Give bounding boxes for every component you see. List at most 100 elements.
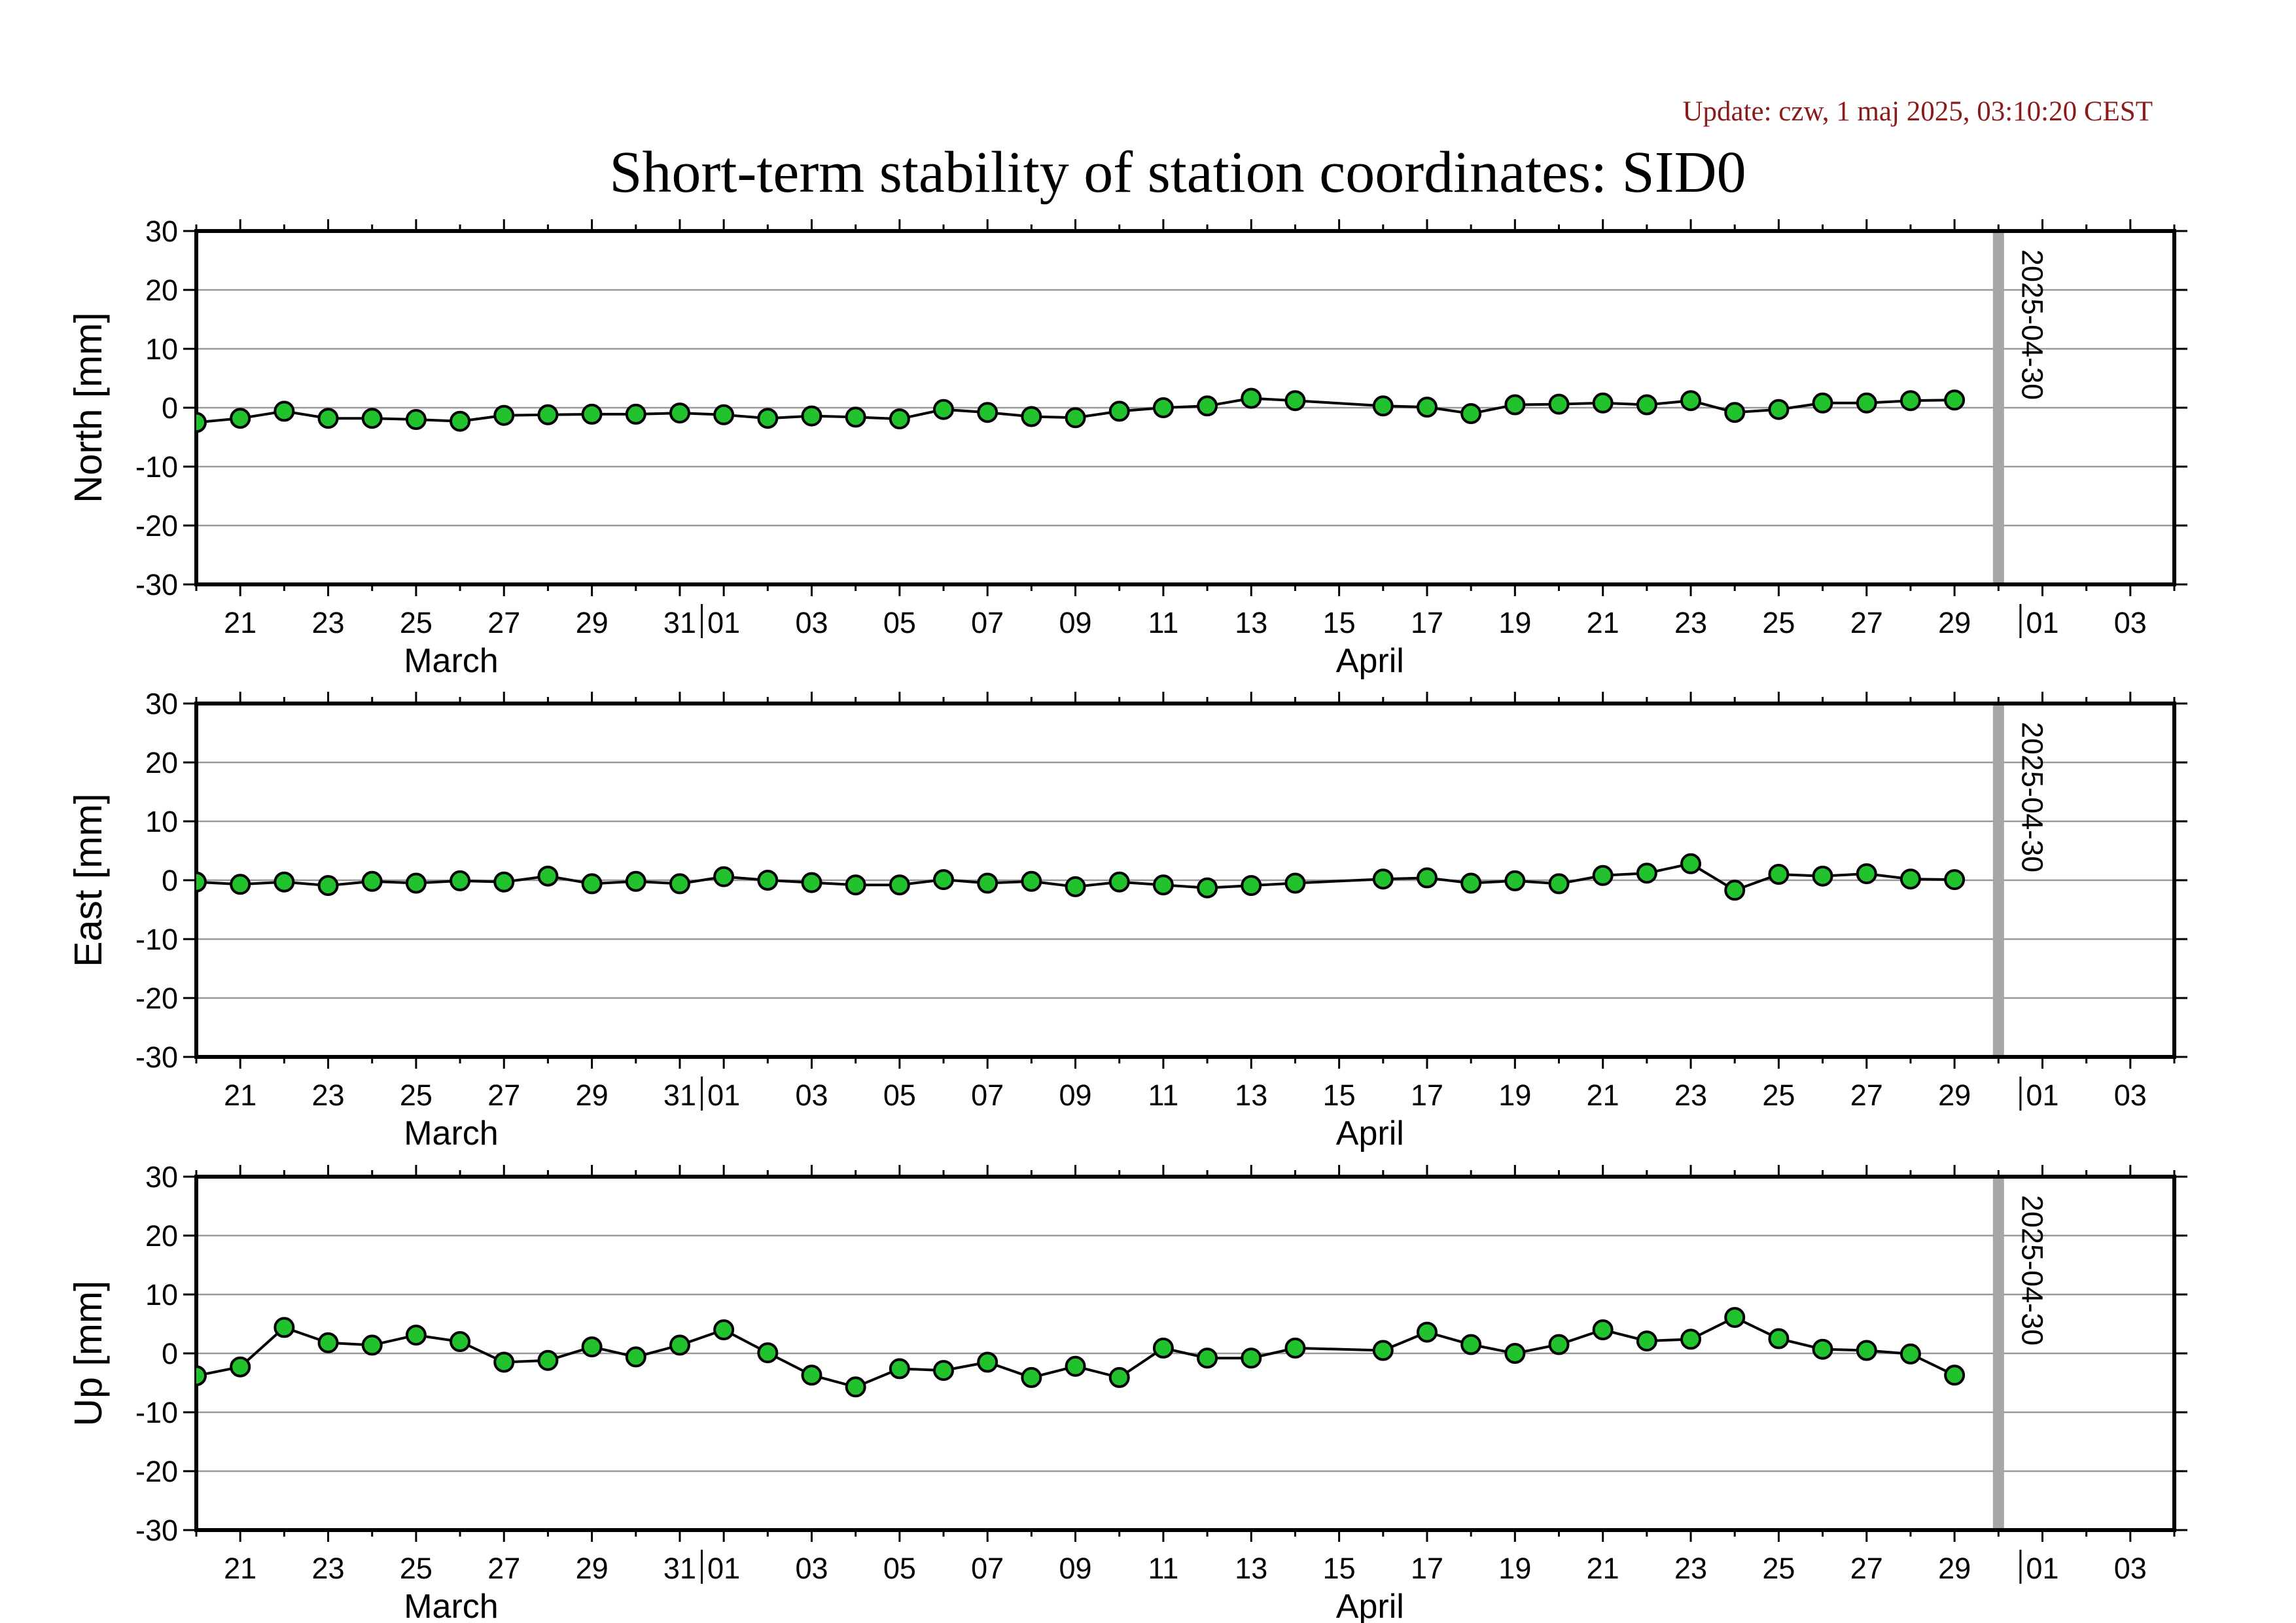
- x-tick-label: 27: [487, 1079, 520, 1112]
- data-point: [845, 1376, 866, 1398]
- panel-north: 2025-04-30 30 20 10 0 -10 -20 -30 North [mm] 21 23…: [67, 215, 2187, 680]
- x-tick-label: 29: [576, 606, 609, 639]
- data-point: [1680, 853, 1702, 874]
- x-tick-label: 31: [663, 1552, 696, 1585]
- x-tick-label: 23: [312, 606, 345, 639]
- data-point: [450, 1331, 471, 1352]
- data-point: [669, 402, 690, 424]
- data-point: [933, 399, 955, 420]
- x-tick-label: 01: [2026, 1552, 2058, 1585]
- y-tick-label: 20: [145, 1219, 178, 1253]
- data-point: [581, 873, 603, 895]
- data-point: [757, 870, 779, 891]
- x-tick-label: 25: [1762, 1079, 1795, 1112]
- data-point: [1944, 869, 1966, 891]
- data-point: [1724, 402, 1746, 423]
- data-point: [361, 870, 383, 892]
- data-point: [537, 404, 559, 425]
- data-point: [361, 408, 383, 429]
- x-tick-label: 23: [1674, 1079, 1707, 1112]
- data-point: [713, 404, 735, 425]
- y-tick-label: -10: [135, 450, 178, 484]
- data-point: [977, 872, 998, 894]
- x-tick-label: 29: [1938, 1552, 1971, 1585]
- x-tick-label: 11: [1148, 1079, 1179, 1112]
- y-tick-label: 0: [162, 1337, 178, 1370]
- data-point: [1108, 1366, 1130, 1388]
- x-tick-label: 13: [1235, 1552, 1267, 1585]
- x-tick-label: 29: [1938, 1079, 1971, 1112]
- data-point: [1152, 1337, 1174, 1359]
- data-point: [1197, 877, 1218, 899]
- data-point: [801, 1364, 822, 1386]
- data-point: [713, 1319, 735, 1340]
- x-tick-label: 21: [1587, 1079, 1619, 1112]
- data-point: [493, 404, 515, 426]
- data-point: [1548, 1334, 1570, 1355]
- data-point: [1241, 387, 1262, 409]
- data-point: [933, 869, 955, 891]
- data-point: [625, 870, 646, 892]
- data-point: [493, 1351, 515, 1373]
- x-tick-label: 29: [576, 1079, 609, 1112]
- x-tick-label: 27: [1850, 1552, 1883, 1585]
- x-tick-label: 25: [400, 606, 433, 639]
- series-line: [196, 1315, 1955, 1389]
- data-point: [581, 403, 603, 425]
- x-tick-label: 01: [2026, 1079, 2058, 1112]
- x-tick-label: 05: [883, 1079, 916, 1112]
- x-tick-label: 03: [2114, 1552, 2147, 1585]
- month-label: April: [1336, 1115, 1404, 1152]
- x-tick-label: 29: [576, 1552, 609, 1585]
- x-tick-label: 03: [795, 1552, 828, 1585]
- data-point: [1899, 868, 1921, 890]
- data-point: [1548, 393, 1570, 415]
- x-tick-label: 25: [400, 1552, 433, 1585]
- data-point: [450, 870, 471, 891]
- panel-up: 2025-04-30 30 20 10 0 -10 -20 -30 Up [mm] 21 23 25 2…: [67, 1160, 2187, 1623]
- data-point: [1592, 865, 1614, 886]
- x-tick-label: 05: [883, 606, 916, 639]
- panels: 2025-04-30 30 20 10 0 -10 -20 -30 North [mm] 21 23…: [67, 215, 2187, 1623]
- y-tick-label: 30: [145, 687, 178, 721]
- series: [196, 853, 1966, 901]
- x-tick-label: 13: [1235, 606, 1267, 639]
- data-point: [1284, 390, 1306, 412]
- x-tick-label: 23: [312, 1552, 345, 1585]
- data-point: [669, 1334, 690, 1356]
- data-point: [1680, 1329, 1702, 1350]
- data-point: [1460, 872, 1482, 894]
- x-tick-label: 25: [1762, 1552, 1795, 1585]
- x-tick-label: 31: [663, 1079, 696, 1112]
- data-point: [274, 401, 295, 422]
- data-point: [1812, 865, 1833, 887]
- data-point: [450, 410, 471, 432]
- panel-east: 2025-04-30 30 20 10 0 -10 -20 -30 East [mm] 21 23 2…: [67, 687, 2187, 1152]
- y-tick-label: 20: [145, 274, 178, 307]
- y-tick-label: -10: [135, 1396, 178, 1429]
- x-tick-label: 11: [1148, 1552, 1179, 1585]
- data-point: [1768, 399, 1790, 420]
- data-point: [1284, 872, 1306, 894]
- x-tick-label: 27: [487, 606, 520, 639]
- month-label: April: [1336, 1588, 1404, 1623]
- data-point: [1724, 880, 1746, 901]
- data-point: [845, 406, 866, 428]
- x-tick-label: 01: [707, 1079, 740, 1112]
- data-point: [889, 874, 910, 896]
- x-tick-label: 23: [312, 1079, 345, 1112]
- data-point: [274, 871, 295, 893]
- x-tick-label: 07: [971, 606, 1004, 639]
- x-tick-label: 29: [1938, 606, 1971, 639]
- data-point: [1636, 394, 1657, 416]
- update-timestamp: Update: czw, 1 maj 2025, 03:10:20 CEST: [1682, 96, 2153, 127]
- data-point: [196, 1365, 207, 1387]
- reference-date-label: 2025-04-30: [2015, 249, 2049, 400]
- data-point: [1768, 1328, 1790, 1349]
- x-tick-label: 23: [1674, 606, 1707, 639]
- data-point: [933, 1360, 955, 1382]
- data-point: [1812, 1338, 1833, 1360]
- month-label: April: [1336, 642, 1404, 680]
- data-point: [405, 1325, 427, 1346]
